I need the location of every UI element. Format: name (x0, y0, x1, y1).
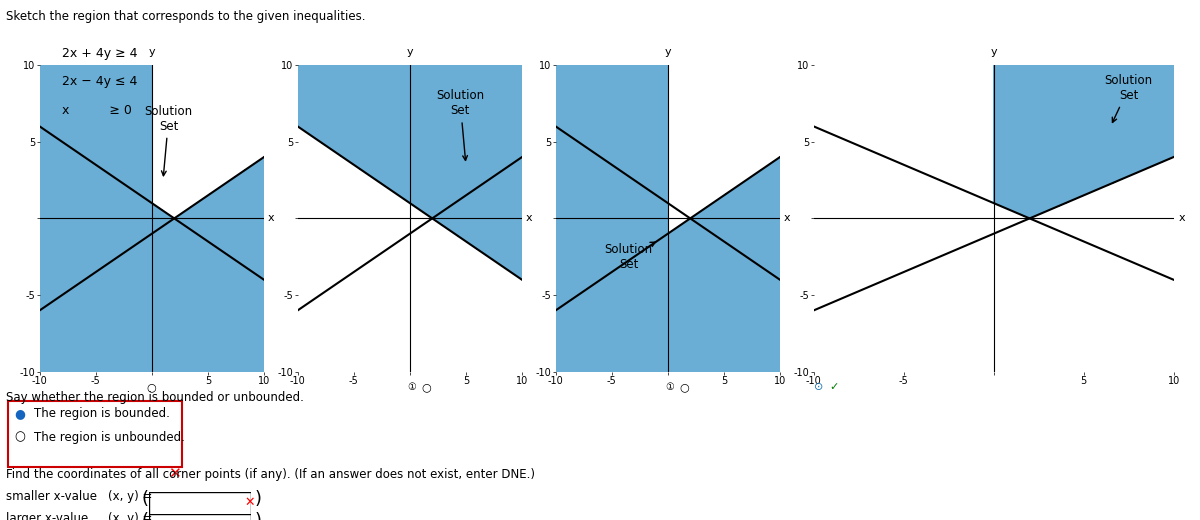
Text: The region is bounded.: The region is bounded. (34, 407, 169, 420)
Text: (: ( (142, 512, 149, 520)
Text: ✕: ✕ (168, 466, 181, 482)
Text: ): ) (254, 512, 262, 520)
Text: ○: ○ (146, 382, 156, 392)
Text: ○: ○ (14, 431, 25, 444)
Text: 2x + 4y ≥ 4: 2x + 4y ≥ 4 (62, 47, 138, 60)
Text: Solution
Set: Solution Set (605, 242, 655, 271)
Text: larger x-value: larger x-value (6, 512, 89, 520)
Text: y: y (990, 47, 997, 57)
Text: x: x (268, 213, 274, 224)
Text: ○: ○ (679, 382, 689, 392)
FancyBboxPatch shape (149, 492, 251, 515)
Text: (: ( (142, 490, 149, 508)
Text: smaller x-value: smaller x-value (6, 490, 97, 503)
Text: ①: ① (665, 382, 674, 392)
Text: ✓: ✓ (829, 382, 839, 392)
Text: 2x − 4y ≤ 4: 2x − 4y ≤ 4 (62, 75, 138, 88)
Text: Find the coordinates of all corner points (if any). (If an answer does not exist: Find the coordinates of all corner point… (6, 468, 535, 481)
Text: Solution
Set: Solution Set (437, 89, 485, 160)
Text: x: x (526, 213, 532, 224)
Text: Solution
Set: Solution Set (144, 105, 193, 176)
Text: y: y (407, 47, 413, 57)
Text: ✕: ✕ (245, 496, 256, 510)
Text: Sketch the region that corresponds to the given inequalities.: Sketch the region that corresponds to th… (6, 10, 366, 23)
Text: ): ) (254, 490, 262, 508)
Text: ⊙: ⊙ (814, 382, 823, 392)
Text: y: y (665, 47, 671, 57)
Text: The region is unbounded.: The region is unbounded. (34, 431, 185, 444)
Text: Solution
Set: Solution Set (1104, 74, 1153, 122)
Text: Say whether the region is bounded or unbounded.: Say whether the region is bounded or unb… (6, 391, 304, 404)
FancyBboxPatch shape (149, 514, 251, 520)
Text: (x, y) =: (x, y) = (108, 512, 152, 520)
Text: y: y (149, 47, 155, 57)
Text: ✕: ✕ (245, 519, 256, 520)
Text: x          ≥ 0: x ≥ 0 (62, 104, 132, 117)
Text: ●: ● (14, 407, 25, 420)
Text: (x, y) =: (x, y) = (108, 490, 152, 503)
Text: x: x (784, 213, 790, 224)
Text: x: x (1178, 213, 1186, 224)
Text: ○: ○ (421, 382, 431, 392)
Text: ①: ① (407, 382, 416, 392)
